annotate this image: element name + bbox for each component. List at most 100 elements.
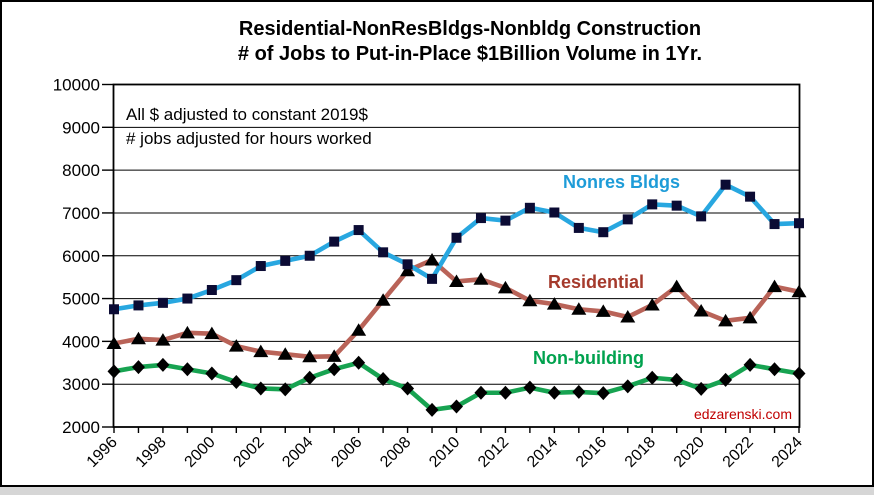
legend-label-residential: Residential [548, 272, 645, 292]
marker-diamond [523, 380, 537, 395]
marker-square [598, 227, 609, 238]
marker-triangle [449, 274, 464, 287]
x-axis-label: 2004 [279, 434, 316, 471]
marker-triangle [742, 310, 758, 324]
marker-triangle [718, 313, 734, 327]
marker-diamond [205, 366, 219, 381]
marker-triangle [473, 272, 489, 285]
marker-triangle [546, 297, 562, 310]
marker-square [353, 225, 364, 236]
marker-square [109, 304, 119, 315]
marker-triangle [595, 304, 611, 317]
x-axis-label: 2020 [671, 434, 708, 471]
marker-square [451, 232, 462, 243]
marker-diamond [254, 381, 268, 396]
marker-square [206, 285, 217, 295]
marker-diamond [131, 360, 145, 375]
y-axis-label: 8000 [62, 161, 100, 180]
marker-triangle [522, 293, 538, 307]
marker-diamond [303, 370, 317, 385]
marker-triangle [375, 293, 391, 306]
x-axis-label: 2006 [328, 434, 365, 471]
marker-triangle [228, 339, 244, 352]
x-axis-label: 2018 [622, 434, 659, 471]
marker-diamond [596, 386, 610, 401]
marker-diamond [327, 362, 341, 377]
chart-title-line1: Residential-NonResBldgs-Nonbldg Construc… [238, 18, 702, 40]
marker-diamond [180, 362, 194, 377]
x-axis-label: 2016 [573, 434, 610, 471]
marker-triangle [351, 323, 367, 336]
marker-square [745, 191, 756, 202]
marker-square [304, 250, 315, 261]
legend-label-non-building: Non-building [533, 348, 644, 368]
marker-diamond [547, 385, 561, 400]
marker-square [475, 213, 486, 224]
marker-square [696, 211, 707, 222]
marker-diamond [719, 372, 733, 387]
marker-square [133, 300, 144, 311]
x-axis-label: 2014 [524, 434, 561, 471]
window-bottom-edge [0, 487, 874, 495]
marker-diamond [645, 370, 659, 385]
marker-square [500, 215, 511, 226]
marker-square [549, 207, 560, 218]
x-axis-label: 2010 [426, 434, 463, 471]
marker-triangle [669, 279, 685, 293]
marker-square [427, 273, 438, 284]
y-axis-label: 6000 [62, 247, 100, 266]
x-axis-label: 2012 [475, 434, 512, 471]
y-axis-label: 9000 [62, 118, 100, 137]
marker-square [573, 222, 584, 233]
marker-triangle [424, 253, 440, 266]
marker-triangle [571, 302, 587, 315]
marker-diamond [278, 382, 292, 397]
marker-triangle [130, 331, 146, 345]
marker-diamond [621, 379, 635, 394]
marker-triangle [277, 347, 293, 360]
marker-triangle [497, 280, 513, 294]
marker-diamond [792, 366, 806, 381]
marker-square [157, 297, 168, 308]
y-axis-label: 5000 [62, 290, 100, 309]
marker-square [720, 179, 731, 190]
marker-triangle [253, 344, 269, 358]
marker-square [769, 219, 780, 230]
marker-triangle [302, 349, 318, 363]
x-axis-label: 1996 [84, 434, 121, 471]
marker-square [402, 259, 413, 270]
marker-square [647, 199, 658, 210]
marker-diamond [401, 381, 415, 396]
annotation-line1: All $ adjusted to constant 2019$ [126, 105, 368, 124]
x-axis-label: 1998 [133, 434, 170, 471]
chart-title: Residential-NonResBldgs-Nonbldg Construc… [66, 17, 874, 67]
marker-diamond [694, 381, 708, 396]
marker-triangle [791, 284, 807, 298]
marker-triangle [693, 303, 709, 317]
chart-title-line2: # of Jobs to Put-in-Place $1Billion Volu… [237, 43, 703, 65]
marker-square [329, 236, 340, 247]
marker-square [378, 247, 389, 258]
marker-diamond [743, 357, 757, 372]
marker-diamond [572, 384, 586, 399]
marker-diamond [376, 372, 390, 387]
y-axis-label: 3000 [62, 375, 100, 394]
marker-triangle [179, 325, 195, 339]
marker-diamond [498, 385, 512, 400]
marker-square [622, 214, 633, 225]
marker-triangle [767, 279, 783, 293]
marker-square [231, 275, 242, 286]
watermark: edzarenski.com [693, 406, 792, 422]
marker-triangle [620, 309, 636, 323]
y-axis-label: 7000 [62, 204, 100, 223]
marker-diamond [768, 362, 782, 377]
annotation-line2: # jobs adjusted for hours worked [126, 129, 372, 148]
marker-square [182, 293, 193, 304]
marker-square [524, 202, 535, 213]
x-axis-label: 2002 [230, 434, 267, 471]
marker-diamond [425, 402, 439, 417]
marker-triangle [400, 263, 416, 277]
legend-label-nonres-bldgs: Nonres Bldgs [563, 172, 681, 192]
